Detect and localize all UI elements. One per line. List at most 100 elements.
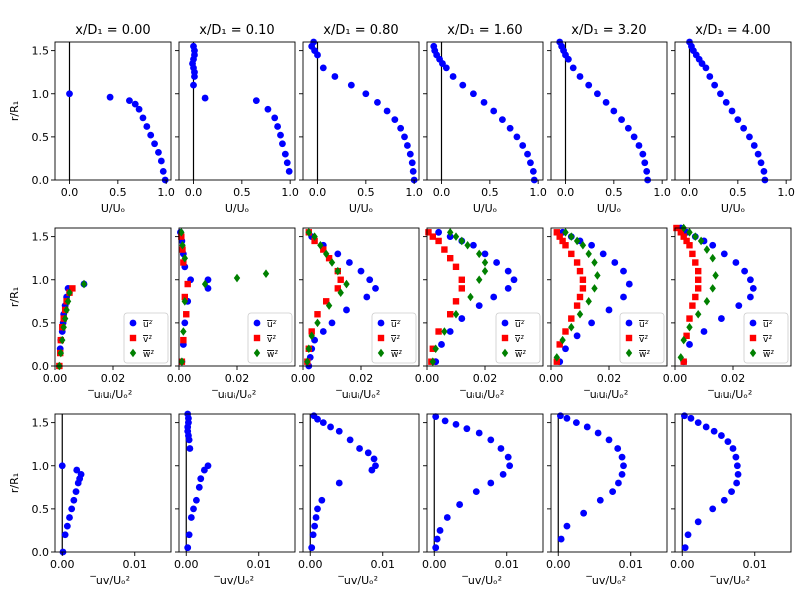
- data-point: [435, 237, 442, 245]
- data-point: [66, 514, 73, 521]
- data-point: [308, 328, 315, 335]
- data-point: [476, 275, 483, 285]
- data-point: [618, 470, 626, 478]
- data-point: [179, 246, 186, 253]
- x-axis-label: ̅uv/Uₒ²: [338, 574, 378, 587]
- data-point: [66, 288, 73, 297]
- axes-frame: [54, 41, 172, 181]
- subplot: 0.0 0.5 1.0 U/Uₒ: [175, 41, 299, 215]
- legend-marker: [625, 348, 633, 358]
- legend-label: v²: [515, 335, 524, 345]
- data-point: [438, 341, 445, 348]
- data-point: [441, 327, 448, 336]
- data-point: [447, 311, 454, 318]
- data-point: [594, 429, 602, 437]
- data-point: [309, 531, 317, 539]
- data-point: [724, 438, 732, 445]
- x-tick-label: 0.00: [539, 372, 564, 385]
- column-title: x/D₁ = 4.00: [695, 23, 770, 38]
- data-point: [446, 328, 454, 335]
- data-point: [463, 425, 471, 433]
- y-tick-label: 0.5: [32, 503, 50, 516]
- legend-label: w²: [515, 350, 526, 360]
- data-point: [559, 237, 566, 245]
- data-point: [732, 453, 740, 461]
- legend-label: w²: [763, 350, 774, 360]
- data-point: [64, 297, 72, 306]
- data-point: [69, 285, 76, 292]
- data-point: [504, 453, 512, 461]
- data-point: [283, 159, 291, 167]
- data-point: [641, 159, 649, 167]
- data-point: [391, 116, 399, 124]
- data-point: [179, 240, 186, 250]
- data-point: [686, 242, 693, 249]
- data-point: [695, 276, 702, 283]
- data-point: [683, 332, 690, 340]
- data-point: [404, 142, 411, 149]
- data-point: [569, 64, 577, 72]
- data-point: [374, 98, 381, 106]
- data-point: [717, 90, 724, 98]
- x-tick-label: 0.00: [167, 372, 192, 385]
- data-point: [406, 150, 414, 158]
- y-tick-label: 0.0: [32, 546, 50, 559]
- axes-frame: [426, 41, 544, 181]
- data-point: [746, 133, 753, 141]
- axes-frame: [302, 41, 420, 181]
- data-point: [305, 344, 312, 354]
- x-axis-label: U/Uₒ: [473, 202, 497, 215]
- data-point: [63, 522, 71, 530]
- x-axis-label: ̅uᵢuᵢ/Uₒ²: [708, 388, 753, 401]
- x-tick-label: 0.00: [422, 558, 447, 571]
- data-point: [475, 302, 483, 310]
- x-tick-label: 0.01: [247, 558, 272, 571]
- data-point: [683, 237, 690, 245]
- data-point: [429, 357, 436, 366]
- data-point: [452, 309, 460, 319]
- data-point: [680, 335, 687, 345]
- data-point: [596, 496, 604, 504]
- data-point: [618, 453, 626, 461]
- data-point: [695, 267, 702, 275]
- data-point: [573, 236, 581, 246]
- x-axis-label: ̅uᵢuᵢ/Uₒ²: [212, 388, 257, 401]
- data-point: [576, 309, 584, 319]
- data-point: [335, 479, 343, 487]
- data-point: [480, 98, 488, 106]
- x-tick-label: 0.0: [309, 186, 327, 199]
- subplot: 0.0 0.5 1.0 0.0 0.5 1.0 1.5 U/Uₒ: [32, 41, 175, 215]
- data-point: [59, 335, 66, 345]
- axes-frame: [674, 41, 792, 181]
- data-point: [334, 266, 341, 276]
- subplot: 0.0 0.5 1.0 U/Uₒ: [671, 38, 795, 215]
- data-point: [487, 479, 495, 487]
- y-tick-label: 1.5: [32, 231, 50, 244]
- subplot: 0.00 0.01̅uv/Uₒ²: [546, 412, 668, 587]
- data-point: [80, 279, 88, 289]
- data-point: [74, 479, 82, 487]
- y-tick-label: 1.0: [32, 460, 50, 473]
- data-point: [559, 335, 566, 345]
- data-point: [185, 531, 193, 539]
- data-point: [757, 159, 765, 167]
- data-point: [72, 488, 80, 496]
- data-point: [335, 427, 343, 435]
- x-tick-label: 0.00: [663, 372, 688, 385]
- data-point: [317, 240, 324, 250]
- x-tick-label: 0.5: [109, 186, 127, 199]
- data-point: [181, 293, 188, 301]
- data-point: [181, 297, 188, 306]
- x-tick-label: 0.5: [233, 186, 251, 199]
- data-point: [159, 167, 167, 175]
- data-point: [610, 107, 618, 115]
- x-tick-label: 0.01: [123, 558, 148, 571]
- data-point: [557, 535, 565, 543]
- x-axis-label: U/Uₒ: [225, 202, 249, 215]
- legend-marker: [253, 334, 261, 342]
- x-tick-label: 0.0: [681, 186, 699, 199]
- x-tick-label: 0.01: [495, 558, 520, 571]
- column-title: x/D₁ = 3.20: [571, 23, 646, 38]
- data-point: [343, 279, 350, 289]
- data-point: [506, 124, 514, 132]
